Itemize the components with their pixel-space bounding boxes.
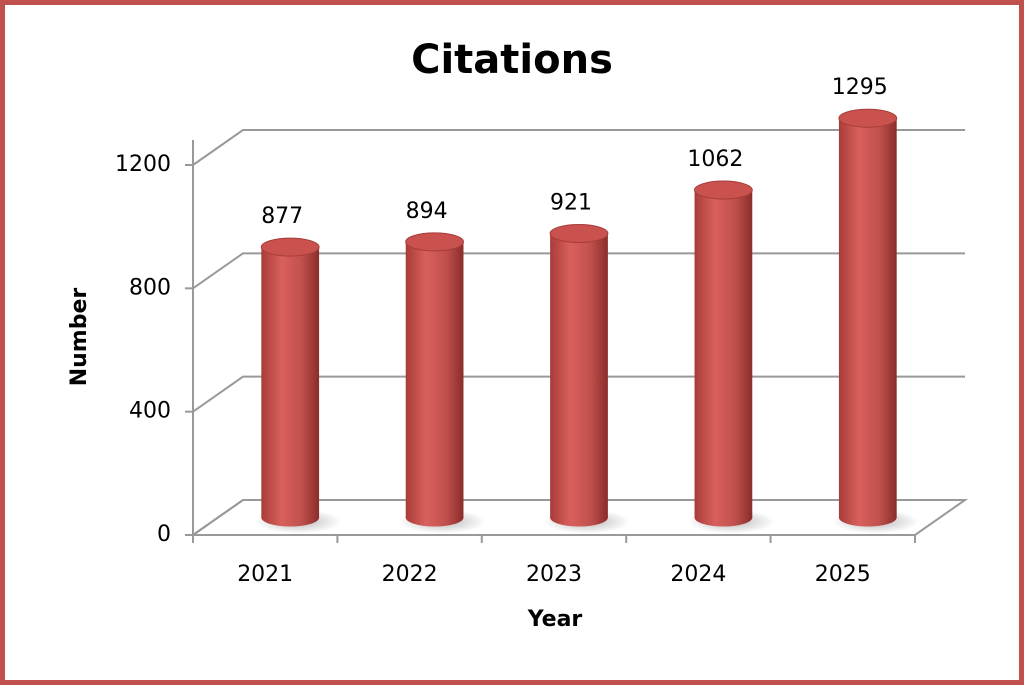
x-tick-label: 2024 bbox=[670, 562, 726, 587]
bar-bottom bbox=[838, 508, 897, 527]
bar-bottom bbox=[550, 508, 608, 527]
value-label: 894 bbox=[406, 199, 448, 224]
grid-line bbox=[192, 129, 965, 166]
y-axis-title: Number bbox=[67, 288, 92, 387]
x-tick-label: 2021 bbox=[237, 562, 293, 587]
x-tick-label: 2023 bbox=[526, 562, 582, 587]
x-axis-title: Year bbox=[527, 607, 583, 632]
bar bbox=[838, 118, 897, 518]
bar bbox=[405, 241, 464, 518]
bar-bottom bbox=[261, 508, 320, 527]
bar bbox=[261, 247, 320, 518]
bar-top bbox=[694, 180, 753, 200]
bar-top bbox=[549, 224, 609, 244]
value-label: 877 bbox=[261, 204, 303, 229]
value-label: 921 bbox=[550, 191, 592, 216]
bar bbox=[550, 233, 608, 518]
bar-top bbox=[405, 232, 464, 252]
chart-title: Citations bbox=[411, 37, 613, 83]
bar bbox=[694, 190, 753, 518]
x-tick-label: 2022 bbox=[382, 562, 438, 587]
bar-bottom bbox=[694, 508, 753, 527]
x-tick-label: 2025 bbox=[815, 562, 871, 587]
bar-top bbox=[838, 108, 898, 128]
bar-bottom bbox=[405, 508, 464, 527]
bar-top bbox=[260, 237, 320, 257]
y-tick-label: 1200 bbox=[115, 152, 171, 177]
value-label: 1062 bbox=[687, 147, 743, 172]
y-tick-label: 400 bbox=[129, 399, 171, 424]
value-label: 1295 bbox=[832, 75, 888, 100]
y-tick-label: 0 bbox=[157, 522, 171, 547]
y-tick-label: 800 bbox=[129, 275, 171, 300]
